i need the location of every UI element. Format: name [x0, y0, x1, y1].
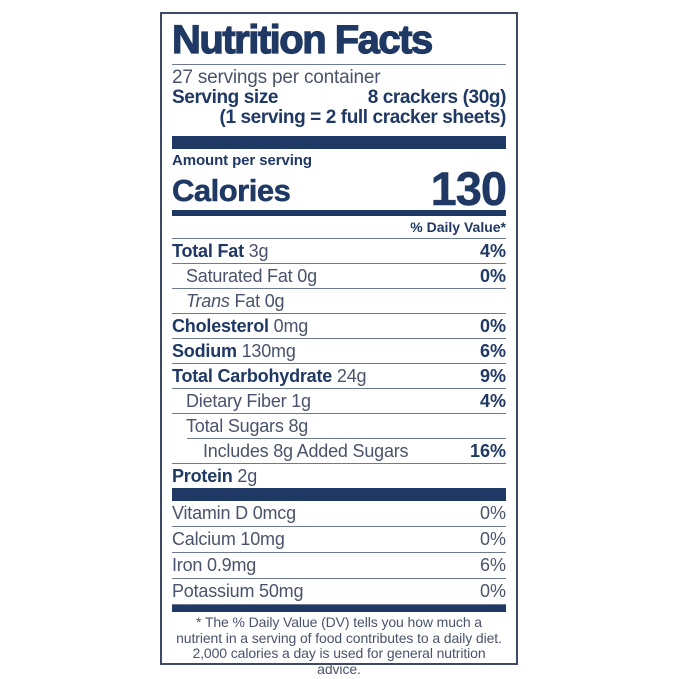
nutrient-name: Total Carbohydrate 24g — [172, 366, 367, 386]
servings-per-container: 27 servings per container — [172, 67, 381, 88]
nutrient-name: Cholesterol 0mg — [172, 316, 309, 336]
nutrient-percent: 6% — [479, 341, 506, 361]
vitamin-row: Potassium 50mg 0% — [172, 579, 506, 605]
nutrient-percent: 6% — [479, 555, 506, 575]
nutrient-percent: 4% — [479, 241, 506, 261]
nutrient-name: Sodium 130mg — [172, 341, 296, 361]
indented-rule — [187, 438, 506, 439]
divider-bar-bottom — [172, 605, 506, 612]
daily-value-header: % Daily Value* — [172, 216, 506, 239]
nutrient-name: Trans Fat 0g — [186, 291, 285, 311]
nutrient-row: Dietary Fiber 1g 4% — [172, 389, 506, 414]
vitamin-row: Iron 0.9mg 6% — [172, 553, 506, 579]
nutrient-percent: 0% — [479, 266, 506, 286]
label-title: Nutrition Facts — [171, 17, 506, 65]
nutrient-percent: 0% — [479, 529, 506, 549]
footnote: * The % Daily Value (DV) tells you how m… — [176, 614, 502, 677]
nutrient-percent: 0% — [479, 503, 506, 523]
vitamin-rows: Vitamin D 0mcg 0% Calcium 10mg 0% Iron 0.9mg… — [172, 501, 506, 605]
nutrient-row: Trans Fat 0g — [172, 289, 506, 314]
nutrient-row: Total Fat 3g 4% — [172, 239, 506, 264]
serving-size-value: 8 crackers (30g) — [367, 87, 507, 108]
nutrient-name: Saturated Fat 0g — [186, 266, 317, 286]
calories-row: Calories 130 — [172, 162, 508, 215]
vitamin-row: Calcium 10mg 0% — [172, 527, 506, 553]
divider-bar-thick-2 — [172, 488, 506, 501]
nutrient-row: Cholesterol 0mg 0% — [172, 314, 506, 339]
nutrient-name: Total Sugars 8g — [186, 416, 309, 436]
serving-size-row: Serving size 8 crackers (30g) — [172, 88, 506, 108]
vitamin-row: Vitamin D 0mcg 0% — [172, 501, 506, 527]
nutrient-name: Vitamin D 0mcg — [172, 503, 296, 523]
nutrient-name: Iron 0.9mg — [172, 555, 257, 575]
nutrient-percent: 9% — [479, 366, 506, 386]
amount-per-serving-label: Amount per serving — [172, 152, 312, 169]
nutrient-row: Total Sugars 8g — [172, 414, 506, 438]
nutrient-percent: 4% — [479, 391, 506, 411]
nutrient-name: Dietary Fiber 1g — [186, 391, 311, 411]
divider-bar-thick — [172, 136, 506, 149]
nutrient-row: Protein 2g — [172, 464, 506, 488]
calories-label: Calories — [172, 173, 291, 208]
nutrient-name: Includes 8g Added Sugars — [203, 441, 409, 461]
serving-size-label: Serving size — [172, 87, 279, 108]
nutrient-name: Potassium 50mg — [172, 581, 304, 601]
nutrient-row: Saturated Fat 0g 0% — [172, 264, 506, 289]
nutrient-row: Total Carbohydrate 24g 9% — [172, 364, 506, 389]
nutrition-facts-label: Nutrition Facts 27 servings per containe… — [160, 12, 518, 676]
nutrient-rows: Total Fat 3g 4% Saturated Fat 0g 0% Trans Fa… — [172, 239, 506, 488]
nutrient-row: Sodium 130mg 6% — [172, 339, 506, 364]
divider-bar-medium — [172, 210, 506, 216]
nutrient-name: Total Fat 3g — [172, 241, 269, 261]
nutrient-percent: 0% — [479, 316, 506, 336]
nutrient-name: Protein 2g — [172, 466, 258, 486]
nutrient-name: Calcium 10mg — [172, 529, 285, 549]
serving-note: (1 serving = 2 full cracker sheets) — [219, 107, 507, 128]
nutrient-row: Includes 8g Added Sugars 16% — [172, 439, 506, 464]
nutrient-percent: 0% — [479, 581, 506, 601]
nutrient-percent: 16% — [469, 441, 506, 461]
calories-value: 130 — [430, 162, 507, 215]
